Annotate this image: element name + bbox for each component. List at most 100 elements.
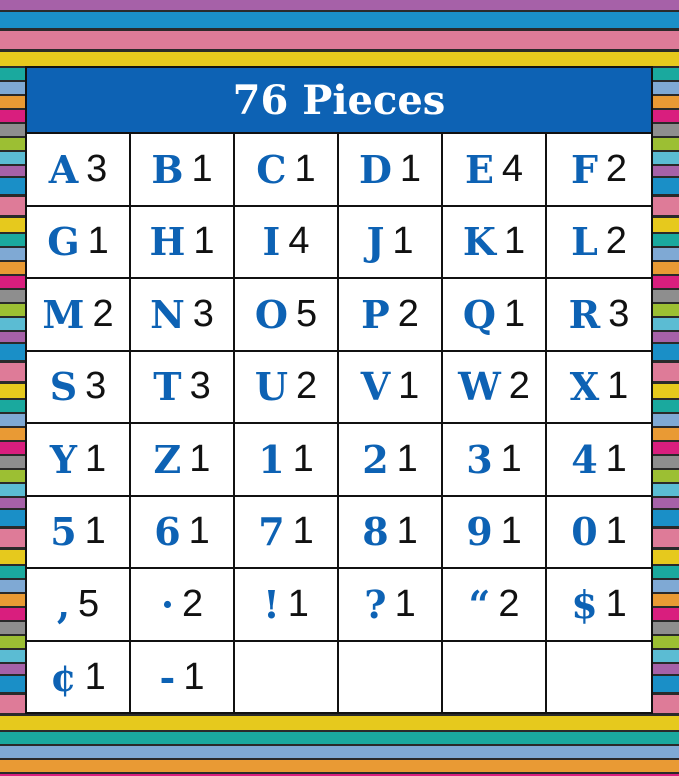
piece-count: 5 [78, 582, 100, 625]
piece-count: 1 [292, 510, 314, 553]
piece-character: D [358, 146, 392, 192]
piece-character: J [366, 219, 385, 265]
piece-character: G [47, 219, 80, 265]
piece-count: 1 [398, 365, 420, 408]
piece-character: Y [49, 436, 77, 482]
piece-count: 1 [191, 147, 213, 190]
piece-count: 2 [605, 147, 628, 190]
piece-cell: -1 [131, 641, 235, 714]
piece-count: 1 [84, 510, 106, 553]
piece-character: - [159, 655, 176, 701]
piece-character: Z [153, 436, 182, 482]
piece-character: B [151, 146, 184, 192]
piece-count: 1 [394, 582, 416, 625]
piece-cell: “2 [443, 569, 547, 642]
piece-character: 7 [258, 509, 285, 555]
empty-cell [339, 641, 443, 714]
piece-count: 1 [503, 220, 526, 263]
piece-character: T [153, 364, 182, 410]
piece-count: 1 [294, 147, 316, 190]
piece-count: 3 [86, 147, 108, 190]
piece-count: 4 [501, 147, 524, 190]
piece-cell: · 2 [131, 569, 235, 642]
piece-count: 1 [605, 582, 627, 625]
piece-count: 1 [287, 582, 309, 625]
piece-character: 4 [571, 436, 598, 482]
piece-character: U [254, 364, 288, 410]
piece-count: 2 [605, 220, 627, 263]
piece-count: 1 [399, 147, 422, 190]
piece-count: 1 [605, 510, 627, 553]
piece-character: ! [263, 581, 280, 627]
piece-character: F [570, 146, 598, 192]
piece-count: 1 [396, 437, 418, 480]
piece-character: 3 [466, 436, 493, 482]
piece-character: 1 [258, 436, 285, 482]
piece-character: L [571, 219, 598, 265]
piece-count: 1 [605, 437, 627, 480]
piece-count: 1 [188, 510, 210, 553]
piece-count: 1 [84, 656, 106, 699]
empty-cell [547, 642, 651, 715]
piece-character: H [149, 219, 186, 265]
piece-character: R [568, 291, 601, 337]
piece-count: 1 [193, 220, 215, 263]
piece-count: 4 [288, 220, 310, 263]
piece-count: 1 [500, 437, 522, 480]
piece-character: 9 [466, 509, 493, 555]
piece-character: 5 [50, 509, 77, 555]
piece-character: $ [571, 581, 598, 627]
piece-count: 2 [92, 292, 114, 335]
piece-character: 8 [362, 509, 389, 555]
piece-count: 1 [189, 437, 211, 480]
piece-count: 2 [182, 582, 204, 625]
piece-cell: ¢ 1 [27, 641, 131, 714]
piece-count: 1 [183, 656, 205, 699]
piece-count: 2 [296, 365, 318, 408]
piece-character: A [48, 146, 79, 192]
piece-count: 3 [189, 365, 211, 408]
empty-cell [443, 641, 547, 714]
piece-count: 2 [508, 365, 530, 408]
piece-character: 0 [571, 509, 598, 555]
piece-count: 1 [503, 292, 526, 335]
piece-character: ? [364, 581, 387, 627]
empty-cell [235, 641, 339, 714]
piece-character: K [462, 219, 496, 265]
piece-character: ¢ [50, 655, 77, 701]
piece-character: E [464, 146, 494, 192]
piece-count: 1 [85, 437, 107, 480]
piece-character: M [42, 291, 85, 337]
piece-count: 3 [85, 365, 107, 408]
